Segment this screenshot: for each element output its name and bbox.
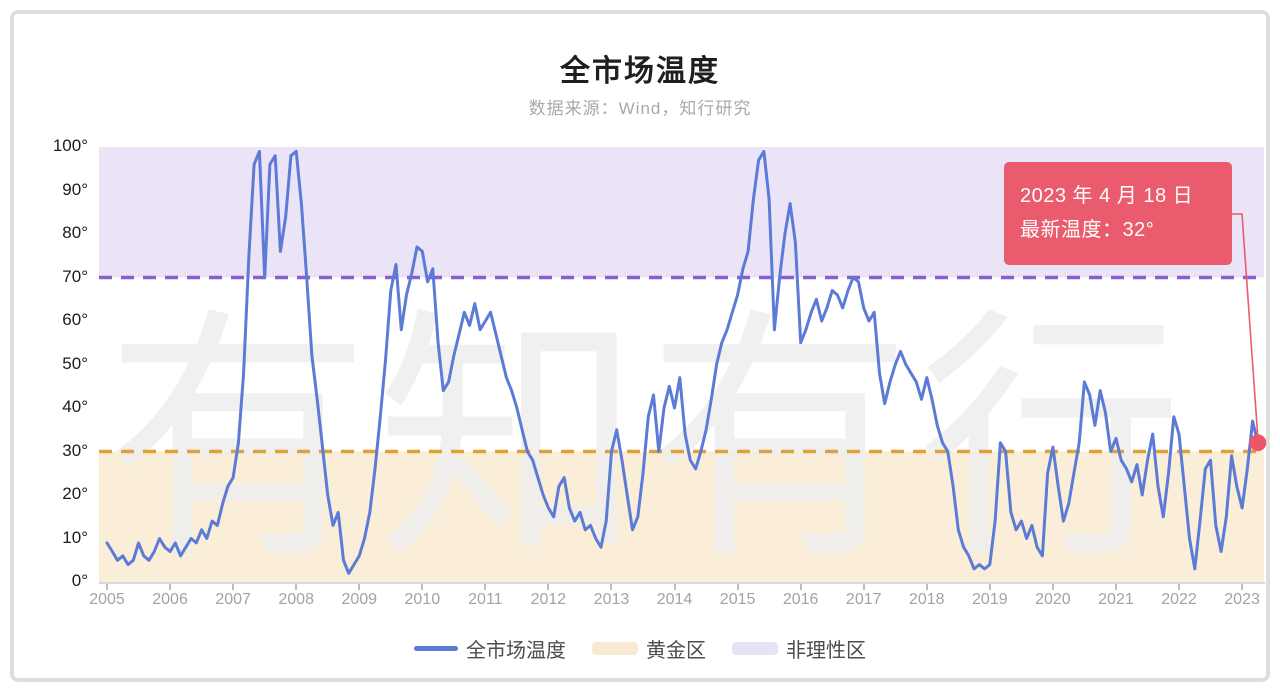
x-axis-tick-2006 (169, 584, 172, 590)
y-axis-label-60: 60° (62, 310, 88, 329)
x-axis-tick-2013 (610, 584, 613, 590)
y-axis-label-30: 30° (62, 440, 88, 460)
y-axis-label-0: 0° (71, 571, 88, 590)
y-axis-label-90: 90° (62, 179, 88, 199)
x-axis-tick-2005 (106, 584, 108, 590)
x-axis-label-2014: 2014 (656, 591, 693, 608)
y-axis-label-80: 80° (62, 223, 88, 242)
threshold-lines-layer (99, 275, 1264, 454)
x-axis-tick-2017 (862, 584, 865, 590)
x-axis-tick-2012 (547, 584, 550, 590)
x-axis-tick-2019 (988, 584, 991, 590)
legend-label: 黄金区 (646, 640, 706, 662)
x-axis-tick-2018 (925, 584, 928, 590)
x-axis-label-2011: 2011 (468, 591, 503, 608)
x-axis-tick-2014 (673, 584, 676, 590)
x-axis-label-2021: 2021 (1098, 591, 1134, 608)
x-axis-label-2009: 2009 (341, 591, 378, 608)
legend-label: 非理性区 (786, 640, 866, 662)
x-axis-label-2020: 2020 (1035, 591, 1071, 608)
x-axis-label-2008: 2008 (278, 591, 314, 608)
latest-value-callout: 2023 年 4 月 18 日 最新温度：32° (1004, 162, 1232, 265)
callout-layer (1232, 213, 1267, 452)
x-axis-tick-2023 (1241, 584, 1244, 590)
x-axis-label-2017: 2017 (845, 591, 882, 608)
x-axis-tick-2015 (736, 584, 739, 590)
x-axis-tick-2016 (799, 584, 802, 590)
legend-irrational-zone-swatch (732, 642, 778, 655)
callout-connector-line (1232, 213, 1259, 437)
y-axis-label-100: 100° (52, 136, 88, 155)
y-axis-label-70: 70° (62, 266, 88, 286)
x-axis-tick-2022 (1178, 584, 1181, 590)
series-layer (105, 149, 1260, 575)
x-axis-label-2012: 2012 (530, 591, 567, 608)
x-axis-tick-2020 (1051, 584, 1054, 590)
callout-date: 2023 年 4 月 18 日 (1020, 185, 1194, 207)
legend-golden-zone-swatch (592, 642, 638, 655)
x-axis-label-2006: 2006 (152, 591, 188, 608)
y-axis-label-50: 50° (62, 353, 88, 373)
x-axis-label-2007: 2007 (215, 591, 251, 608)
legend-item-golden-zone[interactable]: 黄金区 (592, 634, 706, 663)
x-axis-label-2013: 2013 (593, 591, 630, 608)
legend-item-irrational-zone[interactable]: 非理性区 (732, 634, 866, 663)
x-axis-tick-2011 (484, 584, 487, 590)
x-axis-tick-2010 (421, 584, 424, 590)
x-axis-tick-2021 (1114, 584, 1117, 590)
legend-line-swatch (414, 646, 458, 651)
x-axis-tick-2008 (295, 584, 298, 590)
x-axis-label-2005: 2005 (89, 591, 125, 608)
legend: 全市场温度 黄金区 非理性区 (14, 634, 1266, 663)
x-axis-label-2010: 2010 (404, 591, 441, 608)
x-axis-tick-2009 (358, 584, 361, 590)
x-axis-label-2023: 2023 (1224, 591, 1260, 608)
x-axis-tick-2007 (232, 584, 235, 590)
zone-golden (99, 451, 1264, 582)
x-axis-label-2022: 2022 (1161, 591, 1197, 608)
watermark-text: 有知有行 (105, 293, 1189, 589)
x-axis-label-2015: 2015 (719, 591, 756, 608)
temperature-line (105, 149, 1260, 575)
y-axis-label-10: 10° (62, 527, 88, 547)
x-axis-label-2016: 2016 (782, 591, 819, 608)
legend-label: 全市场温度 (466, 640, 566, 662)
chart-title: 全市场温度 (560, 55, 720, 88)
chart-card: 全市场温度 数据来源：Wind，知行研究 有知有行 0° 10° 20° 30° 40°… (10, 10, 1270, 682)
x-axis-label-2018: 2018 (908, 591, 945, 608)
x-axis-label-2019: 2019 (972, 591, 1008, 608)
y-axis-label-20: 20° (62, 484, 88, 503)
y-axis-label-40: 40° (62, 397, 88, 416)
latest-point-marker (1249, 434, 1267, 452)
legend-item-temperature[interactable]: 全市场温度 (414, 634, 566, 663)
callout-temperature: 最新温度：32° (1020, 219, 1155, 241)
x-axis-line (99, 582, 1265, 584)
chart-subtitle: 数据来源：Wind，知行研究 (528, 99, 752, 118)
